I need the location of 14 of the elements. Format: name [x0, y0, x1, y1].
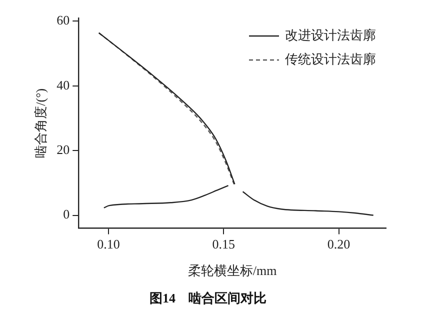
legend-label: 传统设计法齿廓 [285, 51, 376, 66]
y-tick-label: 20 [56, 142, 70, 158]
x-tick-label: 0.15 [212, 236, 236, 252]
y-tick-label: 60 [56, 12, 70, 28]
x-tick-label: 0.20 [327, 236, 350, 252]
x-tick-label: 0.10 [97, 236, 120, 252]
x-axis-title: 柔轮横坐标/mm [188, 263, 277, 278]
text: 图14 啮合区间对比 [150, 290, 266, 306]
y-axis-title: 啮合角度/(°) [33, 88, 48, 158]
legend-label: 改进设计法齿廓 [285, 27, 376, 42]
y-tick-label: 40 [56, 77, 70, 92]
line-series [103, 184, 229, 208]
line-series [242, 191, 374, 216]
y-tick-label: 0 [63, 206, 70, 222]
